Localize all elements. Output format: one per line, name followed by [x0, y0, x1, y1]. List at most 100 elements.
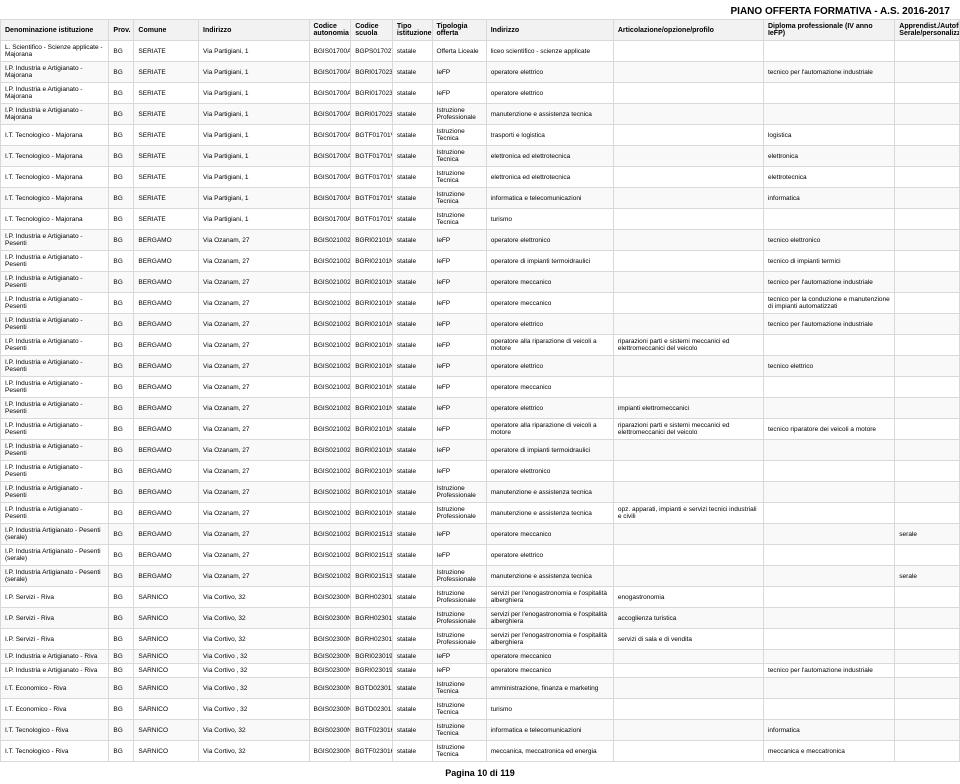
- cell: statale: [392, 650, 432, 664]
- cell: BGIS01700A: [309, 125, 351, 146]
- cell: Via Ozanam, 27: [199, 377, 309, 398]
- cell: [763, 545, 894, 566]
- cell: elettrotecnica: [763, 167, 894, 188]
- cell: [613, 167, 763, 188]
- cell: Via Ozanam, 27: [199, 398, 309, 419]
- cell: operatore meccanico: [486, 650, 613, 664]
- cell: BGTF01701V: [351, 188, 393, 209]
- cell: statale: [392, 83, 432, 104]
- offerta-table: Denominazione istituzione Prov. Comune I…: [0, 19, 960, 762]
- cell: IeFP: [432, 440, 486, 461]
- cell: BGRI017023: [351, 104, 393, 125]
- cell: BG: [109, 741, 134, 762]
- cell: tecnico riparatore dei veicoli a motore: [763, 419, 894, 440]
- cell: serale: [895, 524, 960, 545]
- cell: statale: [392, 629, 432, 650]
- cell: [895, 629, 960, 650]
- cell: BGIS01700A: [309, 146, 351, 167]
- cell: [895, 125, 960, 146]
- cell: BGRI02101N: [351, 335, 393, 356]
- cell: IeFP: [432, 314, 486, 335]
- cell: IeFP: [432, 272, 486, 293]
- cell: [763, 503, 894, 524]
- cell: BGIS01700A: [309, 83, 351, 104]
- cell: Via Ozanam, 27: [199, 503, 309, 524]
- cell: BERGAMO: [134, 251, 199, 272]
- cell: operatore elettrico: [486, 356, 613, 377]
- cell: servizi per l'enogastronomia e l'ospital…: [486, 629, 613, 650]
- table-row: L. Scientifico - Scienze applicate - Maj…: [1, 41, 960, 62]
- cell: BGTF023016: [351, 720, 393, 741]
- table-row: I.P. Industria e Artigianato - PesentiBG…: [1, 419, 960, 440]
- cell: BGIS021002: [309, 419, 351, 440]
- col-prov: Prov.: [109, 20, 134, 41]
- cell: manutenzione e assistenza tecnica: [486, 566, 613, 587]
- cell: BG: [109, 209, 134, 230]
- cell: BGIS021002: [309, 398, 351, 419]
- table-row: I.P. Industria e Artigianato - MajoranaB…: [1, 83, 960, 104]
- cell: statale: [392, 608, 432, 629]
- cell: IeFP: [432, 664, 486, 678]
- cell: I.T. Tecnologico - Majorana: [1, 125, 109, 146]
- cell: statale: [392, 566, 432, 587]
- cell: Offerta Liceale: [432, 41, 486, 62]
- cell: IeFP: [432, 251, 486, 272]
- table-row: I.T. Tecnologico - RivaBGSARNICOVia Cort…: [1, 720, 960, 741]
- cell: Istruzione Tecnica: [432, 720, 486, 741]
- cell: [895, 167, 960, 188]
- cell: Via Ozanam, 27: [199, 356, 309, 377]
- cell: BERGAMO: [134, 419, 199, 440]
- cell: Via Partigiani, 1: [199, 83, 309, 104]
- col-apprendist: Apprendist./Autofinanz. Serale/personali…: [895, 20, 960, 41]
- cell: statale: [392, 314, 432, 335]
- cell: BG: [109, 664, 134, 678]
- cell: [895, 587, 960, 608]
- cell: I.T. Tecnologico - Majorana: [1, 188, 109, 209]
- cell: BG: [109, 83, 134, 104]
- cell: [895, 678, 960, 699]
- cell: BG: [109, 167, 134, 188]
- cell: [613, 524, 763, 545]
- cell: IeFP: [432, 230, 486, 251]
- cell: Via Cortivo, 32: [199, 608, 309, 629]
- table-row: I.T. Tecnologico - MajoranaBGSERIATEVia …: [1, 146, 960, 167]
- cell: operatore elettronico: [486, 230, 613, 251]
- cell: Via Cortivo, 32: [199, 720, 309, 741]
- cell: impianti elettromeccanici: [613, 398, 763, 419]
- cell: [895, 608, 960, 629]
- cell: [613, 272, 763, 293]
- cell: BERGAMO: [134, 524, 199, 545]
- cell: SERIATE: [134, 83, 199, 104]
- cell: [763, 678, 894, 699]
- cell: statale: [392, 335, 432, 356]
- cell: BGTD02301X: [351, 678, 393, 699]
- cell: [613, 146, 763, 167]
- cell: BGRH02301T: [351, 587, 393, 608]
- cell: BG: [109, 293, 134, 314]
- cell: BGRI023019: [351, 650, 393, 664]
- table-row: I.T. Tecnologico - MajoranaBGSERIATEVia …: [1, 188, 960, 209]
- cell: BG: [109, 125, 134, 146]
- cell: operatore meccanico: [486, 293, 613, 314]
- cell: SERIATE: [134, 104, 199, 125]
- cell: tecnico per l'automazione industriale: [763, 314, 894, 335]
- cell: I.T. Tecnologico - Majorana: [1, 209, 109, 230]
- cell: Via Cortivo, 32: [199, 741, 309, 762]
- cell: [895, 741, 960, 762]
- cell: Via Ozanam, 27: [199, 419, 309, 440]
- cell: BGRH02301T: [351, 608, 393, 629]
- cell: BG: [109, 41, 134, 62]
- cell: BGRI02101N: [351, 482, 393, 503]
- cell: servizi per l'enogastronomia e l'ospital…: [486, 587, 613, 608]
- cell: [895, 356, 960, 377]
- table-row: I.T. Tecnologico - MajoranaBGSERIATEVia …: [1, 167, 960, 188]
- cell: Via Ozanam, 27: [199, 230, 309, 251]
- cell: BGRI02101N: [351, 377, 393, 398]
- cell: BGIS01700A: [309, 209, 351, 230]
- cell: [895, 377, 960, 398]
- cell: statale: [392, 678, 432, 699]
- cell: riparazioni parti e sistemi meccanici ed…: [613, 335, 763, 356]
- cell: BERGAMO: [134, 377, 199, 398]
- cell: Via Partigiani, 1: [199, 104, 309, 125]
- cell: [895, 146, 960, 167]
